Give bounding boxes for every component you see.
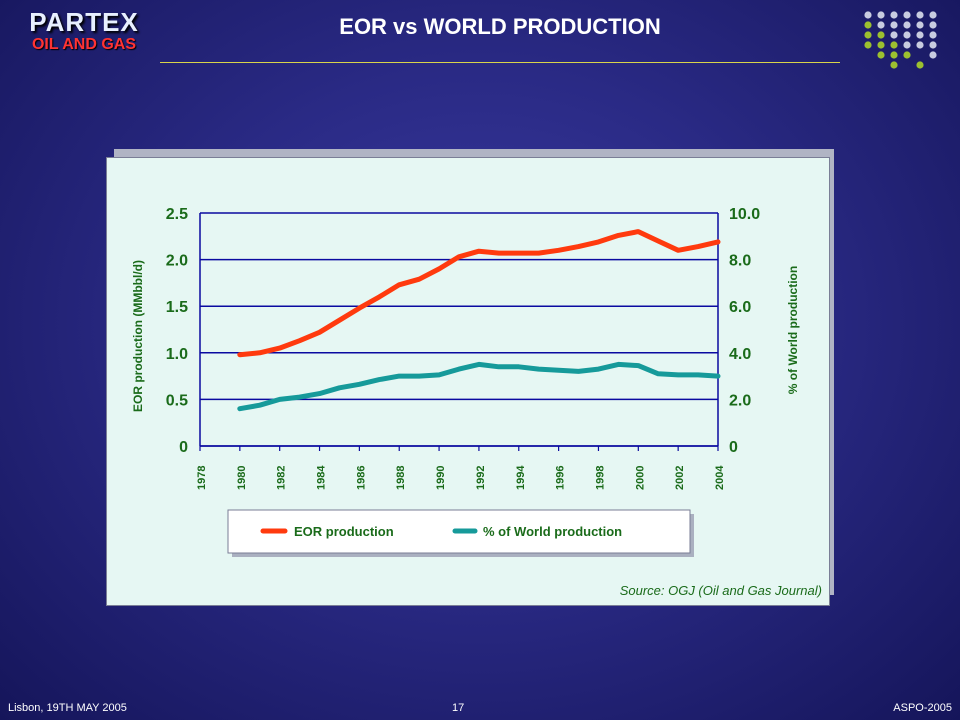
y-left-tick-label: 1.0 — [166, 346, 188, 363]
decorative-dot — [864, 11, 872, 19]
decorative-dot — [890, 11, 898, 19]
decorative-dot — [877, 41, 885, 49]
decorative-dot — [929, 11, 937, 19]
decorative-dot — [890, 21, 898, 29]
x-tick-label: 1982 — [276, 466, 288, 490]
x-tick-label: 1992 — [475, 466, 487, 490]
y-right-tick-label: 0 — [729, 439, 738, 456]
decorative-dot — [929, 21, 937, 29]
footer-right: ASPO-2005 — [893, 702, 952, 714]
x-tick-label: 1996 — [555, 466, 567, 490]
decorative-dot — [890, 41, 898, 49]
decorative-dot — [864, 21, 872, 29]
footer-page-number: 17 — [452, 702, 465, 714]
decorative-dot — [877, 11, 885, 19]
decorative-dot — [929, 31, 937, 39]
eor-production-line — [237, 229, 721, 358]
x-tick-label: 1980 — [236, 466, 248, 490]
y-right-tick-label: 8.0 — [729, 253, 751, 270]
x-tick-label: 2000 — [634, 466, 646, 490]
y-right-tick-label: 2.0 — [729, 392, 751, 409]
decorative-dot — [903, 41, 911, 49]
y-left-tick-label: 2.0 — [166, 253, 188, 270]
decorative-dot — [903, 21, 911, 29]
decorative-dot — [916, 41, 924, 49]
x-tick-label: 2002 — [674, 466, 686, 490]
y-right-axis-title: % of World production — [786, 266, 800, 394]
decorative-dot-grid — [864, 11, 937, 69]
x-tick-label: 1994 — [515, 465, 527, 490]
world-percent-line — [237, 361, 721, 412]
title-divider — [160, 62, 840, 63]
logo-subtitle: OIL AND GAS — [31, 36, 136, 53]
decorative-dot — [890, 31, 898, 39]
x-tick-label: 1990 — [435, 466, 447, 490]
slide-title: EOR vs WORLD PRODUCTION — [339, 14, 661, 39]
decorative-dot — [877, 21, 885, 29]
decorative-dot — [890, 61, 898, 69]
decorative-dot — [903, 51, 911, 59]
decorative-dot — [864, 41, 872, 49]
decorative-dot — [916, 61, 924, 69]
decorative-dot — [916, 21, 924, 29]
y-right-tick-label: 6.0 — [729, 299, 751, 316]
decorative-dot — [916, 11, 924, 19]
decorative-dot — [929, 51, 937, 59]
x-tick-label: 1984 — [316, 465, 328, 490]
y-right-tick-label: 10.0 — [729, 206, 760, 223]
x-tick-label: 2004 — [714, 465, 726, 490]
decorative-dot — [890, 51, 898, 59]
decorative-dot — [916, 31, 924, 39]
logo-name: PARTEX — [29, 7, 139, 37]
x-tick-label: 1978 — [196, 466, 208, 490]
y-left-tick-label: 0 — [179, 439, 188, 456]
decorative-dot — [864, 31, 872, 39]
x-tick-label: 1988 — [395, 466, 407, 490]
company-logo: PARTEX OIL AND GAS — [14, 8, 154, 54]
y-left-tick-label: 0.5 — [166, 392, 188, 409]
x-tick-label: 1986 — [355, 466, 367, 490]
decorative-dot — [903, 31, 911, 39]
y-left-tick-label: 1.5 — [166, 299, 188, 316]
footer-left: Lisbon, 19TH MAY 2005 — [8, 702, 127, 714]
decorative-dot — [929, 41, 937, 49]
decorative-dot — [903, 11, 911, 19]
source-note: Source: OGJ (Oil and Gas Journal) — [619, 583, 822, 598]
y-left-tick-label: 2.5 — [166, 206, 188, 223]
legend-label-eor: EOR production — [294, 524, 394, 539]
y-right-tick-label: 4.0 — [729, 346, 751, 363]
decorative-dot — [877, 31, 885, 39]
y-left-axis-title: EOR production (MMbbl/d) — [131, 260, 145, 412]
legend-label-world-percent: % of World production — [483, 524, 622, 539]
decorative-dot — [877, 51, 885, 59]
x-tick-label: 1998 — [594, 466, 606, 490]
